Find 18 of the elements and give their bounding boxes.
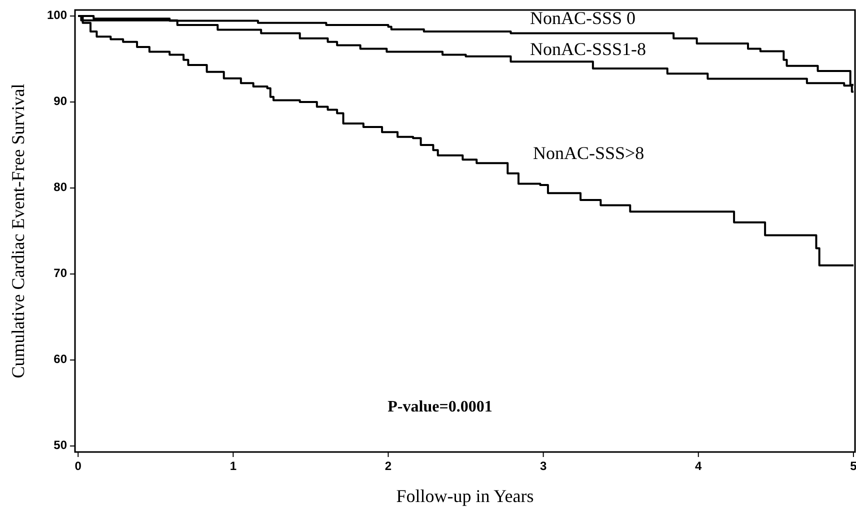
x-tick-label: 4	[695, 459, 702, 473]
x-tick-label: 3	[540, 459, 547, 473]
y-tick-label: 60	[54, 352, 68, 366]
series-label: NonAC-SSS1-8	[530, 39, 646, 60]
y-axis-title: Cumulative Cardiac Event-Free Survival	[8, 84, 28, 378]
series-label: NonAC-SSS 0	[530, 8, 636, 28]
y-tick-label: 70	[54, 266, 68, 280]
x-tick-label: 2	[384, 459, 392, 473]
y-tick-label: 90	[54, 94, 68, 108]
x-axis-title: Follow-up in Years	[396, 486, 534, 506]
x-tick-label: 5	[850, 459, 856, 473]
x-tick-label: 1	[230, 459, 237, 473]
y-tick-label: 100	[46, 8, 68, 22]
y-tick-label: 80	[54, 180, 68, 194]
y-tick-label: 50	[54, 438, 68, 452]
series-label: NonAC-SSS>8	[533, 143, 644, 164]
x-tick-label: 0	[74, 459, 82, 473]
annotation: P-value=0.0001	[388, 398, 492, 416]
